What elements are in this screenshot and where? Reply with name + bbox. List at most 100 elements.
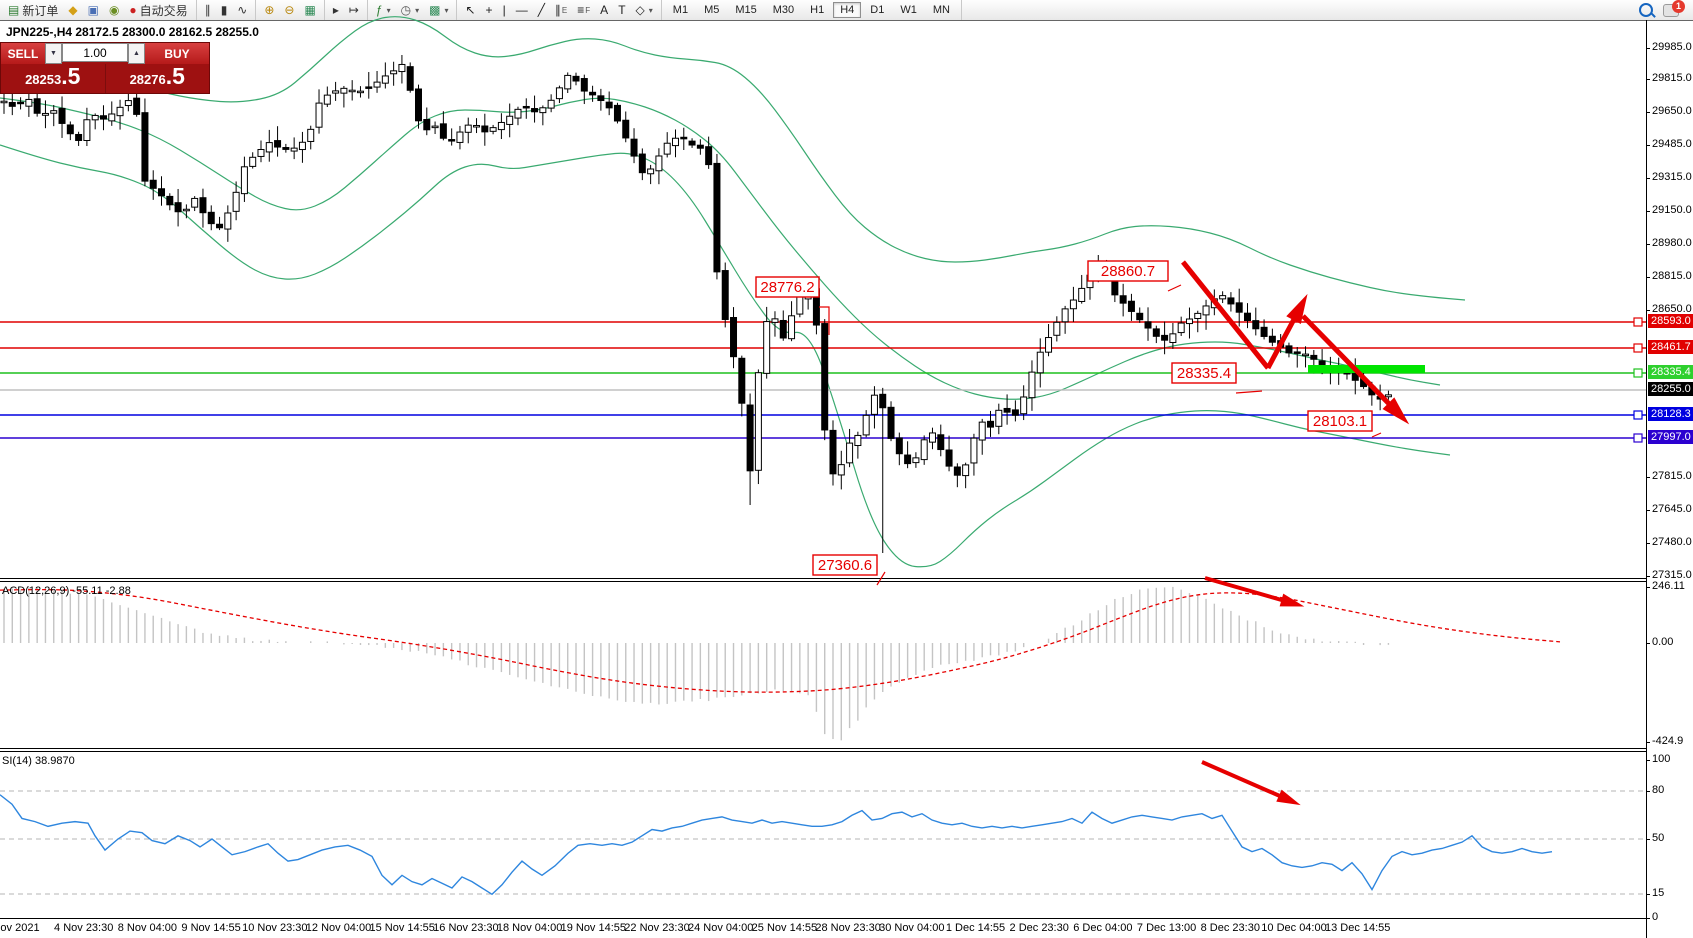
timeframe-d1[interactable]: D1: [870, 4, 885, 16]
price-tick-label: 29650.0: [1652, 105, 1692, 117]
fibonacci-icon[interactable]: ≡ F: [577, 3, 591, 17]
label-icon[interactable]: T: [618, 3, 626, 17]
signal-icon[interactable]: ◉: [108, 3, 120, 17]
price-tickmark: [1646, 112, 1650, 113]
annotation-arrow[interactable]: [1265, 293, 1308, 370]
auto-scroll-icon[interactable]: ▸: [332, 3, 339, 17]
price-tick-label: 29815.0: [1652, 72, 1692, 84]
horizontal-line-icon[interactable]: —: [515, 3, 528, 17]
search-icon[interactable]: [1639, 3, 1653, 17]
date-label: 6 Dec 04:00: [1073, 922, 1133, 934]
rsi-tick-label: 80: [1652, 784, 1665, 796]
macd-tickmark: [1646, 643, 1650, 644]
macd-pane-canvas[interactable]: [0, 576, 1646, 748]
indicators-icon[interactable]: ƒ ▾: [375, 3, 391, 17]
buy-button[interactable]: BUY: [145, 43, 209, 64]
chart-shift-icon[interactable]: ↦: [348, 3, 359, 17]
timeframe-m1[interactable]: M1: [672, 4, 689, 16]
date-label: 19 Nov 14:55: [560, 922, 627, 934]
timeframe-w1[interactable]: W1: [900, 4, 917, 16]
separator-main-macd-1[interactable]: [0, 578, 1646, 579]
trendline-icon[interactable]: ╱: [537, 3, 545, 17]
toolbar-group-scroll: ▸ ↦: [325, 0, 368, 20]
level-handle-1[interactable]: [1633, 343, 1643, 353]
annotation-arrow[interactable]: [1201, 760, 1301, 806]
annotation-arrow[interactable]: [1301, 314, 1410, 425]
bar-chart-icon[interactable]: ∥: [204, 3, 211, 17]
price-tick-label: 28980.0: [1652, 237, 1692, 249]
price-tickmark: [1646, 310, 1650, 311]
price-annotation-28103.1[interactable]: 28103.1: [1307, 410, 1382, 438]
auto-trading-icon[interactable]: ● 自动交易: [129, 3, 188, 18]
separator-main-macd-2: [0, 581, 1646, 582]
volume-input[interactable]: [62, 43, 128, 62]
level-handle-2[interactable]: [1633, 368, 1643, 378]
crosshair-icon[interactable]: +: [485, 3, 493, 17]
zoom-out-icon[interactable]: ⊖: [284, 3, 295, 17]
timeframe-h1[interactable]: H1: [810, 4, 825, 16]
notifications-icon[interactable]: 1: [1663, 0, 1685, 17]
timeframe-m15[interactable]: M15: [735, 4, 757, 16]
date-label: 8 Dec 23:30: [1200, 922, 1260, 934]
svg-text:27360.6: 27360.6: [818, 557, 872, 574]
level-handle-4[interactable]: [1633, 410, 1643, 420]
zoom-in-icon[interactable]: ⊕: [264, 3, 275, 17]
date-label: 28 Nov 23:30: [815, 922, 881, 934]
cursor-icon[interactable]: ↖: [465, 3, 476, 17]
shapes-icon[interactable]: ◇ ▾: [635, 3, 653, 17]
channel-icon[interactable]: ∥ E: [554, 3, 568, 17]
timeframe-m5[interactable]: M5: [704, 4, 720, 16]
periods-icon[interactable]: ◷ ▾: [400, 3, 420, 17]
green-highlight-bar[interactable]: [1308, 365, 1425, 373]
bb-upper-band: [0, 16, 1466, 301]
price-tick-label: 28815.0: [1652, 270, 1692, 282]
price-annotation-27360.6[interactable]: 27360.6: [812, 554, 886, 586]
price-tickmark: [1646, 576, 1650, 577]
sell-price[interactable]: 28253 .5: [1, 64, 106, 93]
macd-tickmark: [1646, 742, 1650, 743]
macd-tick-label: 0.00: [1652, 636, 1674, 648]
buy-price[interactable]: 28276 .5: [106, 64, 210, 93]
main-chart-canvas[interactable]: 28776.2 27360.6 28860.7 28335.4 28103.1: [0, 16, 1646, 586]
notification-badge: 1: [1672, 0, 1685, 13]
price-tickmark: [1646, 48, 1650, 49]
separator-macd-rsi-1[interactable]: [0, 748, 1646, 749]
price-tick-label: 29985.0: [1652, 41, 1692, 53]
level-handle-5[interactable]: [1633, 433, 1643, 443]
templates-icon[interactable]: ▩ ▾: [429, 3, 449, 17]
toolbar: ▤ 新订单 ◆ ▣ ◉ ● 自动交易 ∥ ▮ ∿ ⊕ ⊖ ▦ ▸ ↦ ƒ ▾ ◷ ▾ ▩ ▾ ↖ + | — ╱ ∥ E ≡ F A T ◇ ▾ …: [0, 0, 1693, 21]
rsi-pane-canvas[interactable]: [0, 753, 1646, 918]
tile-windows-icon[interactable]: ▦: [304, 3, 316, 17]
volume-up-stepper[interactable]: ▲: [128, 43, 145, 64]
timeframe-mn[interactable]: MN: [932, 4, 950, 16]
market-watch-icon[interactable]: ◆: [68, 3, 78, 17]
rsi-label: SI(14) 38.9870: [2, 755, 75, 767]
rsi-tick-label: 0: [1652, 911, 1659, 923]
price-tick-label: 27480.0: [1652, 536, 1692, 548]
vertical-line-icon[interactable]: |: [502, 3, 506, 17]
price-annotation-28860.7[interactable]: 28860.7: [1087, 260, 1182, 292]
price-annotation-28776.2[interactable]: 28776.2: [755, 276, 830, 335]
price-tickmark: [1646, 477, 1650, 478]
date-label: 8 Nov 04:00: [117, 922, 178, 934]
new-order-icon[interactable]: ▤ 新订单: [8, 3, 59, 18]
separator-macd-rsi-2: [0, 751, 1646, 752]
timeframe-h4[interactable]: H4: [833, 2, 862, 18]
profile-icon[interactable]: ▣: [87, 3, 99, 17]
toolbar-right: 1: [1639, 0, 1693, 17]
annotation-arrow[interactable]: [1204, 576, 1305, 607]
volume-down-stepper[interactable]: ▼: [45, 43, 62, 64]
buy-price-main: 28276: [129, 72, 166, 87]
price-annotation-28335.4[interactable]: 28335.4: [1171, 362, 1263, 394]
price-badge-28461.7: 28461.7: [1648, 340, 1693, 354]
zigzag-segment-down[interactable]: [1181, 260, 1270, 370]
rsi-tick-label: 100: [1652, 753, 1671, 765]
rsi-tick-label: 50: [1652, 832, 1665, 844]
sell-button[interactable]: SELL: [1, 43, 45, 64]
timeframe-m30[interactable]: M30: [772, 4, 795, 16]
text-icon[interactable]: A: [600, 3, 609, 17]
date-label: 12 Nov 04:00: [305, 922, 372, 934]
line-chart-icon[interactable]: ∿: [237, 3, 248, 17]
level-handle-0[interactable]: [1633, 317, 1643, 327]
candlestick-icon[interactable]: ▮: [220, 3, 228, 17]
